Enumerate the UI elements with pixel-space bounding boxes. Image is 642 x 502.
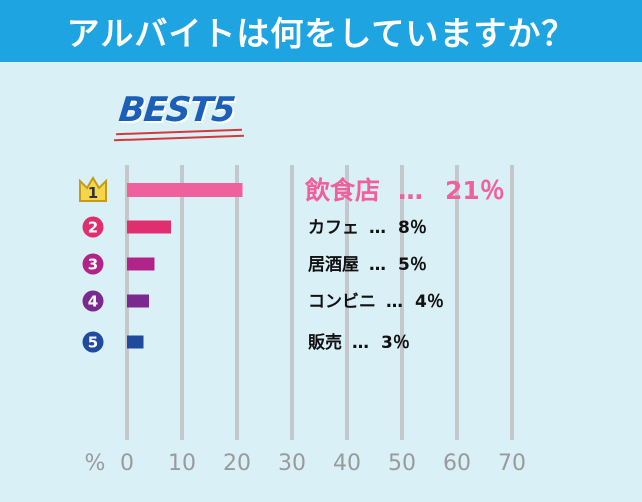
tick-label: 0 [120, 451, 134, 476]
tick-label: 20 [223, 451, 251, 476]
rank-circle [82, 253, 104, 275]
separator: … [352, 333, 369, 353]
bar [127, 294, 149, 308]
separator: … [398, 176, 423, 205]
tick-label: 30 [278, 451, 306, 476]
tick-label: 10 [168, 451, 196, 476]
rank-circle [82, 331, 104, 353]
value-label: 5％ [398, 255, 427, 275]
category-name: コンビニ [308, 292, 376, 312]
rank-number: 4 [88, 293, 98, 311]
separator: … [369, 255, 386, 275]
bar [127, 335, 144, 349]
category-name: 居酒屋 [308, 254, 359, 275]
separator: … [386, 292, 403, 312]
rank-number: 1 [88, 184, 98, 202]
tick-label: 50 [388, 451, 416, 476]
title-banner: アルバイトは何をしていますか？ [0, 0, 642, 62]
value-label: 8％ [398, 218, 427, 238]
axis-unit-label: % [85, 451, 106, 476]
bar [127, 183, 243, 197]
category-label: カフェ … 8％ [308, 218, 427, 238]
rank-number: 5 [88, 334, 98, 352]
rank-circle [82, 290, 104, 312]
separator: … [369, 218, 386, 238]
category-label: 販売 … 3％ [308, 332, 410, 353]
rank-number: 2 [88, 219, 98, 237]
tick-label: 60 [443, 451, 471, 476]
crown-icon [79, 176, 107, 202]
category-name: 飲食店 [304, 176, 380, 205]
rank-circle [82, 216, 104, 238]
category-name: カフェ [308, 218, 359, 238]
tick-label: 70 [498, 451, 526, 476]
tick-label: 40 [333, 451, 361, 476]
bar [127, 257, 155, 271]
rank-number: 3 [88, 256, 98, 274]
page-title: アルバイトは何をしていますか？ [66, 14, 576, 53]
category-label: 居酒屋 … 5％ [308, 254, 427, 275]
value-label: 3％ [381, 333, 410, 353]
value-label: 4％ [415, 292, 444, 312]
category-label: コンビニ … 4％ [308, 292, 444, 312]
category-label: 飲食店 … 21％ [304, 176, 505, 205]
category-name: 販売 [308, 332, 342, 353]
value-label: 21％ [445, 176, 505, 205]
bar [127, 220, 171, 234]
